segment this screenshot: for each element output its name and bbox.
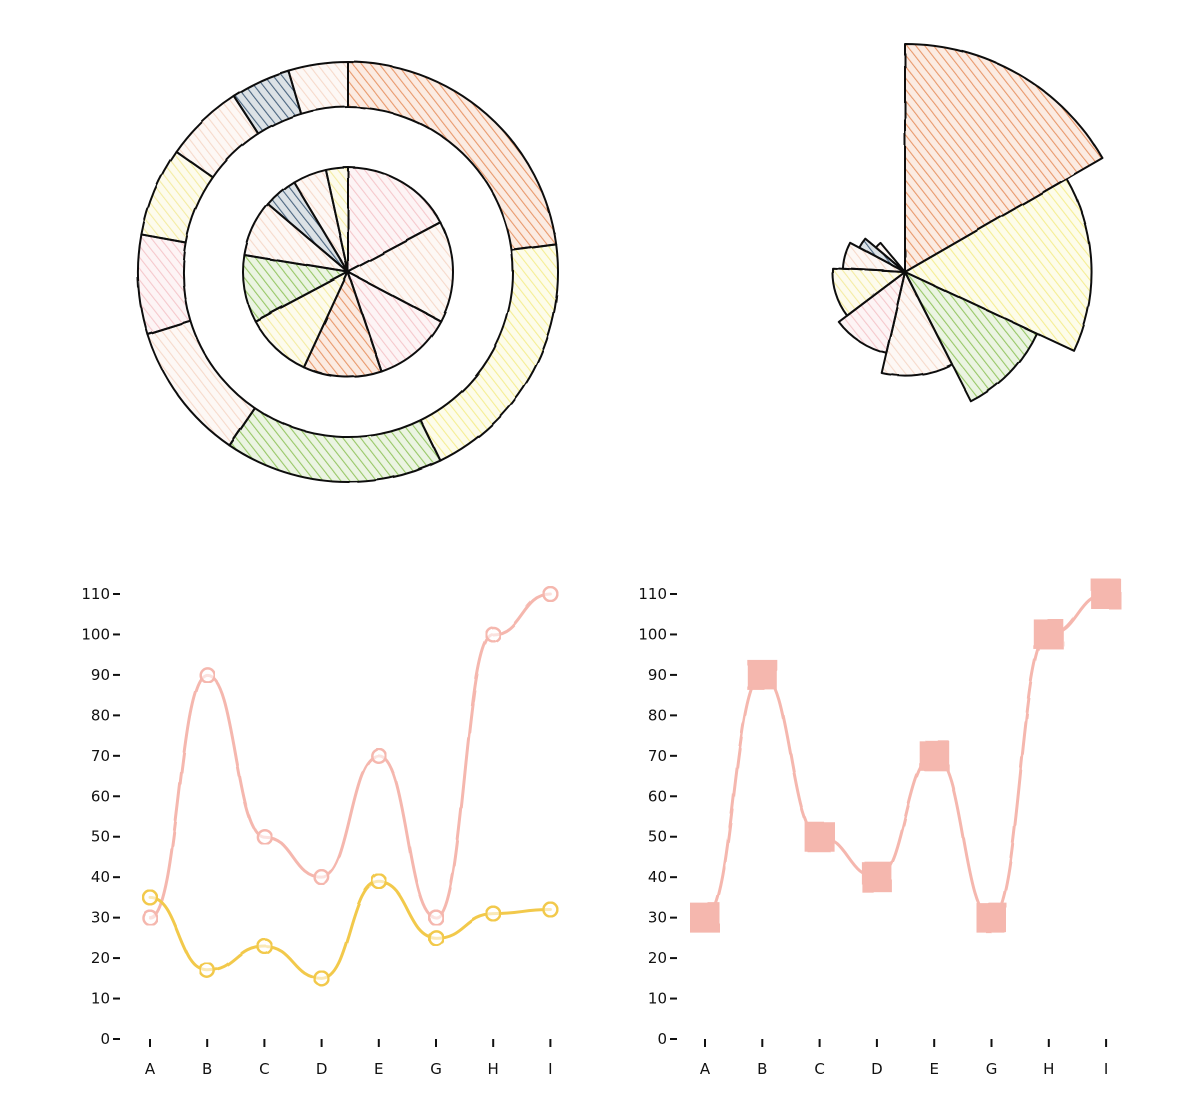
data-point-marker xyxy=(198,666,216,684)
rose-slice xyxy=(904,271,1038,403)
inner-ring-segment xyxy=(347,166,442,273)
y-tick-label: 70 xyxy=(648,747,667,765)
inner-ring-segment xyxy=(302,271,383,378)
x-tick-label: H xyxy=(1043,1060,1054,1078)
data-point-marker xyxy=(1033,619,1064,650)
y-tick-label: 30 xyxy=(91,909,110,927)
y-tick-label: 110 xyxy=(638,585,667,603)
rose-slice xyxy=(837,271,906,354)
y-tick-label: 30 xyxy=(648,909,667,927)
data-point-marker xyxy=(747,659,778,690)
data-point-marker xyxy=(427,909,445,926)
y-tick-label: 40 xyxy=(91,868,110,886)
data-point-marker xyxy=(690,902,720,933)
data-point-marker xyxy=(198,961,216,979)
data-point-marker xyxy=(542,901,559,918)
y-tick-label: 90 xyxy=(648,666,667,684)
outer-ring-segment xyxy=(146,319,256,447)
y-tick-label: 0 xyxy=(657,1030,667,1048)
data-point-marker xyxy=(256,828,273,845)
data-point-marker xyxy=(256,937,273,955)
data-point-marker xyxy=(861,862,892,893)
y-tick-label: 10 xyxy=(648,990,667,1008)
outer-ring-segment xyxy=(287,61,349,115)
rose-slice xyxy=(875,242,906,273)
data-point-marker xyxy=(427,929,445,947)
x-tick-label: A xyxy=(145,1060,156,1078)
inner-ring-segment xyxy=(347,271,442,373)
y-tick-label: 50 xyxy=(91,828,110,846)
data-point-marker xyxy=(141,889,159,906)
x-tick-label: E xyxy=(929,1060,938,1078)
data-point-marker xyxy=(804,821,835,852)
y-tick-label: 20 xyxy=(91,949,110,967)
x-tick-label: I xyxy=(1104,1060,1108,1078)
y-tick-label: 100 xyxy=(81,625,110,643)
y-tick-label: 40 xyxy=(648,868,667,886)
data-point-marker xyxy=(484,626,502,643)
series-line xyxy=(148,592,552,920)
data-point-marker xyxy=(1091,579,1122,609)
rose-chart xyxy=(831,43,1104,403)
data-point-marker xyxy=(542,585,559,603)
outer-ring-segment xyxy=(137,233,192,336)
x-tick-label: C xyxy=(259,1060,269,1078)
y-tick-label: 20 xyxy=(648,949,667,967)
donut-chart xyxy=(137,61,559,483)
x-tick-label: G xyxy=(986,1060,998,1078)
x-tick-label: H xyxy=(488,1060,499,1078)
data-point-marker xyxy=(976,902,1007,933)
data-point-marker xyxy=(370,872,388,890)
y-tick-label: 80 xyxy=(648,706,667,724)
data-point-marker xyxy=(370,747,388,765)
y-tick-label: 0 xyxy=(100,1030,110,1048)
rose-slice xyxy=(904,177,1093,352)
line-chart-square-markers: 0 10 20 30 40 50 60 70 80 90 100 110 A B C D E G H I xyxy=(638,579,1148,1078)
y-tick-label: 50 xyxy=(648,828,667,846)
y-tick-label: 100 xyxy=(638,625,667,643)
line-chart-two-series: 0 10 20 30 40 50 60 70 80 90 100 110 A B C D E G H I xyxy=(81,585,592,1078)
outer-ring-segment xyxy=(228,407,442,483)
x-tick-label: D xyxy=(871,1060,883,1078)
data-point-marker xyxy=(484,905,502,922)
y-tick-label: 10 xyxy=(91,990,110,1008)
rose-slice xyxy=(904,43,1104,273)
x-tick-label: E xyxy=(374,1060,383,1078)
y-tick-label: 80 xyxy=(91,706,110,724)
x-tick-label: C xyxy=(814,1060,824,1078)
x-tick-label: A xyxy=(700,1060,711,1078)
data-point-marker xyxy=(141,909,159,926)
y-tick-label: 60 xyxy=(91,787,110,805)
y-tick-label: 110 xyxy=(81,585,110,603)
inner-ring-segment xyxy=(347,221,454,323)
inner-ring-segment xyxy=(324,166,349,273)
rose-slice xyxy=(831,267,906,317)
data-point-marker xyxy=(313,970,330,987)
y-tick-label: 70 xyxy=(91,747,110,765)
y-tick-label: 90 xyxy=(91,666,110,684)
x-tick-label: I xyxy=(548,1060,552,1078)
y-tick-label: 60 xyxy=(648,787,667,805)
data-point-marker xyxy=(919,740,950,771)
x-tick-label: G xyxy=(430,1060,442,1078)
x-tick-label: B xyxy=(202,1060,212,1078)
data-point-marker xyxy=(313,868,330,886)
x-tick-label: D xyxy=(316,1060,328,1078)
x-tick-label: B xyxy=(757,1060,767,1078)
